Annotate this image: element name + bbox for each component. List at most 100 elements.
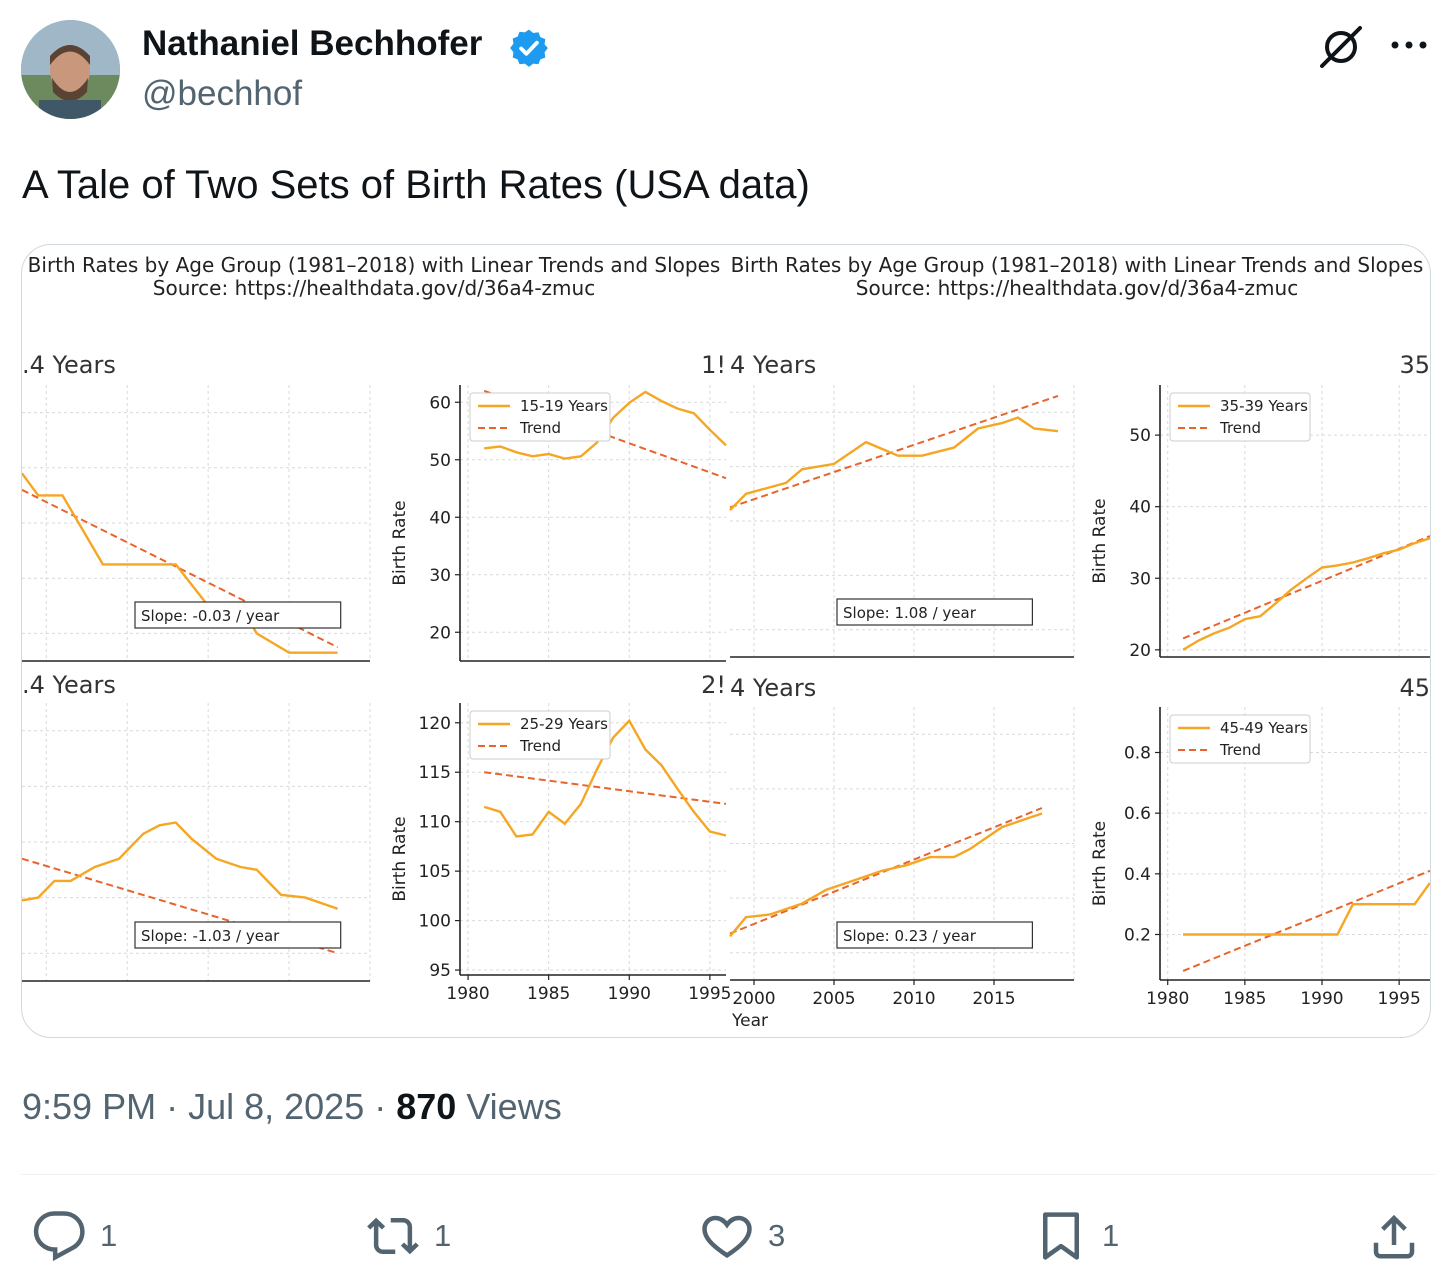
x-tick-label: 1995 bbox=[688, 984, 731, 1004]
tweet-date[interactable]: Jul 8, 2025 bbox=[188, 1086, 365, 1127]
chart-panel: 20 30 40 50 Birth Rate 35-39 Years Trend bbox=[1090, 385, 1430, 661]
panel-title: 45 bbox=[1399, 674, 1430, 702]
legend-label: Trend bbox=[1219, 741, 1261, 759]
x-tick-label: 2000 bbox=[732, 989, 775, 1009]
y-axis-label: Birth Rate bbox=[1090, 821, 1110, 906]
figure-title: Birth Rates by Age Group (1981–2018) wit… bbox=[28, 253, 721, 277]
share-icon bbox=[1373, 1214, 1415, 1259]
chart-panel: 0.2 0.4 0.6 0.8 Birth Rate 1980 1985 1990 1995 45… bbox=[1090, 707, 1430, 1009]
chart-panel: Slope: 1.08 / year bbox=[729, 385, 1075, 658]
slope-label: Slope: 1.08 / year bbox=[843, 604, 977, 622]
y-axis-label: Birth Rate bbox=[1090, 498, 1110, 583]
chart-panel: Slope: -0.03 / year bbox=[22, 385, 371, 662]
x-tick-label: 2015 bbox=[972, 989, 1015, 1009]
panel-title: 4 Years bbox=[730, 674, 816, 702]
avatar[interactable] bbox=[21, 20, 120, 119]
reply-icon bbox=[33, 1211, 85, 1262]
panel-title: 35 bbox=[1399, 351, 1430, 379]
y-axis-label: Birth Rate bbox=[390, 500, 410, 585]
chart-panel: 2000 2005 2010 2015 Year Slope: 0.23 / year bbox=[729, 707, 1075, 1031]
verified-badge-icon bbox=[510, 29, 548, 67]
x-tick-label: 1990 bbox=[1300, 989, 1343, 1009]
y-axis-label: Birth Rate bbox=[390, 816, 410, 901]
x-tick-label: 2010 bbox=[892, 989, 935, 1009]
figure-header-right: Birth Rates by Age Group (1981–2018) wit… bbox=[731, 253, 1424, 300]
chart-panel: Slope: -1.03 / year bbox=[22, 703, 371, 982]
y-tick-label: 40 bbox=[1129, 498, 1151, 518]
bookmark-count: 1 bbox=[1102, 1218, 1120, 1253]
bookmark-icon bbox=[1043, 1212, 1079, 1260]
reply-button[interactable]: 1 bbox=[32, 1206, 117, 1266]
like-button[interactable]: 3 bbox=[700, 1206, 785, 1266]
legend-label: 45-49 Years bbox=[1220, 719, 1308, 737]
legend-label: Trend bbox=[519, 737, 561, 755]
panel-title: .4 Years bbox=[22, 351, 116, 379]
meta-separator: · bbox=[364, 1086, 397, 1127]
views-count: 870 bbox=[396, 1086, 457, 1127]
like-count: 3 bbox=[768, 1218, 786, 1253]
birth-rate-line bbox=[729, 812, 1043, 938]
trend-line bbox=[483, 389, 727, 480]
panel-title: 1! bbox=[701, 351, 726, 379]
repost-count: 1 bbox=[434, 1218, 452, 1253]
reply-count: 1 bbox=[100, 1218, 118, 1253]
x-tick-label: 1990 bbox=[608, 984, 651, 1004]
avatar-image bbox=[21, 20, 120, 119]
tweet-text: A Tale of Two Sets of Birth Rates (USA d… bbox=[22, 163, 810, 207]
like-icon bbox=[702, 1215, 752, 1259]
y-tick-label: 30 bbox=[429, 566, 451, 586]
x-axis-label: Year bbox=[731, 1011, 768, 1031]
tweet-meta: 9:59 PM · Jul 8, 2025 · 870 Views bbox=[22, 1086, 562, 1128]
grok-icon[interactable] bbox=[1318, 24, 1364, 70]
repost-icon bbox=[367, 1217, 419, 1255]
chart-panel: 20 30 40 50 60 Birth Rate 15-19 Years Trend bbox=[390, 385, 727, 662]
y-tick-label: 105 bbox=[419, 862, 451, 882]
y-tick-label: 100 bbox=[419, 912, 451, 932]
more-icon[interactable] bbox=[1386, 28, 1432, 62]
y-tick-label: 95 bbox=[429, 961, 451, 981]
y-tick-label: 60 bbox=[429, 393, 451, 413]
legend-label: Trend bbox=[519, 419, 561, 437]
y-tick-label: 110 bbox=[419, 813, 451, 833]
legend-label: 25-29 Years bbox=[520, 715, 608, 733]
chart-panel: 95 100 105 110 115 120 Birth Rate 1980 1985 1990 1… bbox=[390, 703, 732, 1004]
y-tick-label: 115 bbox=[419, 763, 451, 783]
share-button[interactable] bbox=[1367, 1206, 1421, 1266]
trend-line bbox=[729, 394, 1059, 509]
birth-rate-line bbox=[1183, 882, 1430, 936]
views-label: Views bbox=[466, 1086, 562, 1127]
bookmark-button[interactable]: 1 bbox=[1034, 1206, 1119, 1266]
tweet-time[interactable]: 9:59 PM bbox=[22, 1086, 157, 1127]
panel-title: .4 Years bbox=[22, 671, 116, 699]
figure-header-left: Birth Rates by Age Group (1981–2018) wit… bbox=[28, 253, 721, 300]
y-tick-label: 120 bbox=[419, 714, 451, 734]
y-tick-label: 0.4 bbox=[1124, 865, 1151, 885]
y-tick-label: 50 bbox=[429, 451, 451, 471]
x-tick-label: 1980 bbox=[1146, 989, 1189, 1009]
slope-box bbox=[836, 921, 1033, 949]
repost-button[interactable]: 1 bbox=[366, 1206, 451, 1266]
slope-box bbox=[836, 598, 1033, 626]
y-tick-label: 0.8 bbox=[1124, 744, 1151, 764]
legend-label: 15-19 Years bbox=[520, 397, 608, 415]
birth-rate-line bbox=[22, 821, 338, 910]
slope-box bbox=[134, 921, 342, 949]
slope-label: Slope: 0.23 / year bbox=[843, 927, 977, 945]
meta-separator: · bbox=[156, 1086, 189, 1127]
y-tick-label: 50 bbox=[1129, 426, 1151, 446]
y-tick-label: 30 bbox=[1129, 569, 1151, 589]
figure-title: Birth Rates by Age Group (1981–2018) wit… bbox=[731, 253, 1424, 277]
tweet-image[interactable]: Birth Rates by Age Group (1981–2018) wit… bbox=[21, 244, 1431, 1038]
panel-title: 4 Years bbox=[730, 351, 816, 379]
trend-line bbox=[484, 771, 727, 805]
legend-label: Trend bbox=[1219, 419, 1261, 437]
x-tick-label: 1980 bbox=[446, 984, 489, 1004]
slope-label: Slope: -1.03 / year bbox=[141, 927, 280, 945]
x-tick-label: 1985 bbox=[1223, 989, 1266, 1009]
y-tick-label: 20 bbox=[1129, 641, 1151, 661]
author-handle[interactable]: @bechhof bbox=[142, 74, 303, 113]
legend-label: 35-39 Years bbox=[1220, 397, 1308, 415]
birth-rate-line bbox=[22, 472, 338, 654]
author-name[interactable]: Nathaniel Bechhofer bbox=[142, 24, 483, 63]
birth-rate-line bbox=[1182, 537, 1430, 651]
